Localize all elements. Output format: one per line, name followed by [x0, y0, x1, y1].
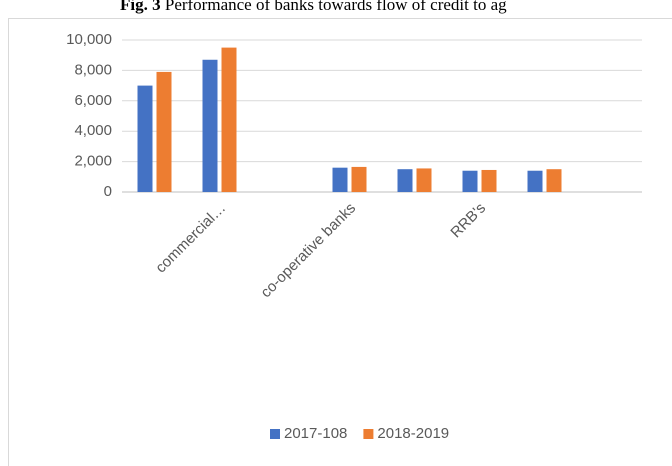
bar: [332, 167, 348, 192]
x-tick-label: co-operative banks: [257, 200, 359, 302]
chart-title: Fig. 3 Performance of banks towards flow…: [120, 0, 507, 14]
chart-border: [8, 18, 672, 466]
bar: [462, 170, 478, 192]
bar: [416, 168, 432, 192]
x-tick-label: commercial…: [152, 200, 229, 277]
y-tick-label: 2,000: [74, 153, 112, 170]
bar: [202, 59, 218, 193]
bar: [221, 47, 237, 192]
legend-label: 2018-2019: [377, 425, 449, 442]
y-tick-label: 0: [104, 183, 112, 200]
bar: [351, 166, 367, 192]
bar: [137, 85, 153, 192]
legend-swatch: [363, 429, 374, 439]
y-tick-label: 10,000: [66, 31, 112, 48]
y-tick-label: 8,000: [74, 61, 112, 78]
y-tick-label: 6,000: [74, 92, 112, 109]
legend-label: 2017-108: [284, 425, 347, 442]
bar: [481, 169, 497, 192]
bar: [397, 169, 413, 192]
bar: [156, 71, 172, 192]
y-tick-label: 4,000: [74, 122, 112, 139]
legend-swatch: [270, 429, 280, 439]
title-text: Performance of banks towards flow of cre…: [165, 0, 507, 14]
bar: [546, 169, 562, 192]
bar: [527, 170, 543, 192]
x-tick-label: RRB's: [447, 200, 489, 242]
fig-label: Fig. 3: [120, 0, 161, 14]
